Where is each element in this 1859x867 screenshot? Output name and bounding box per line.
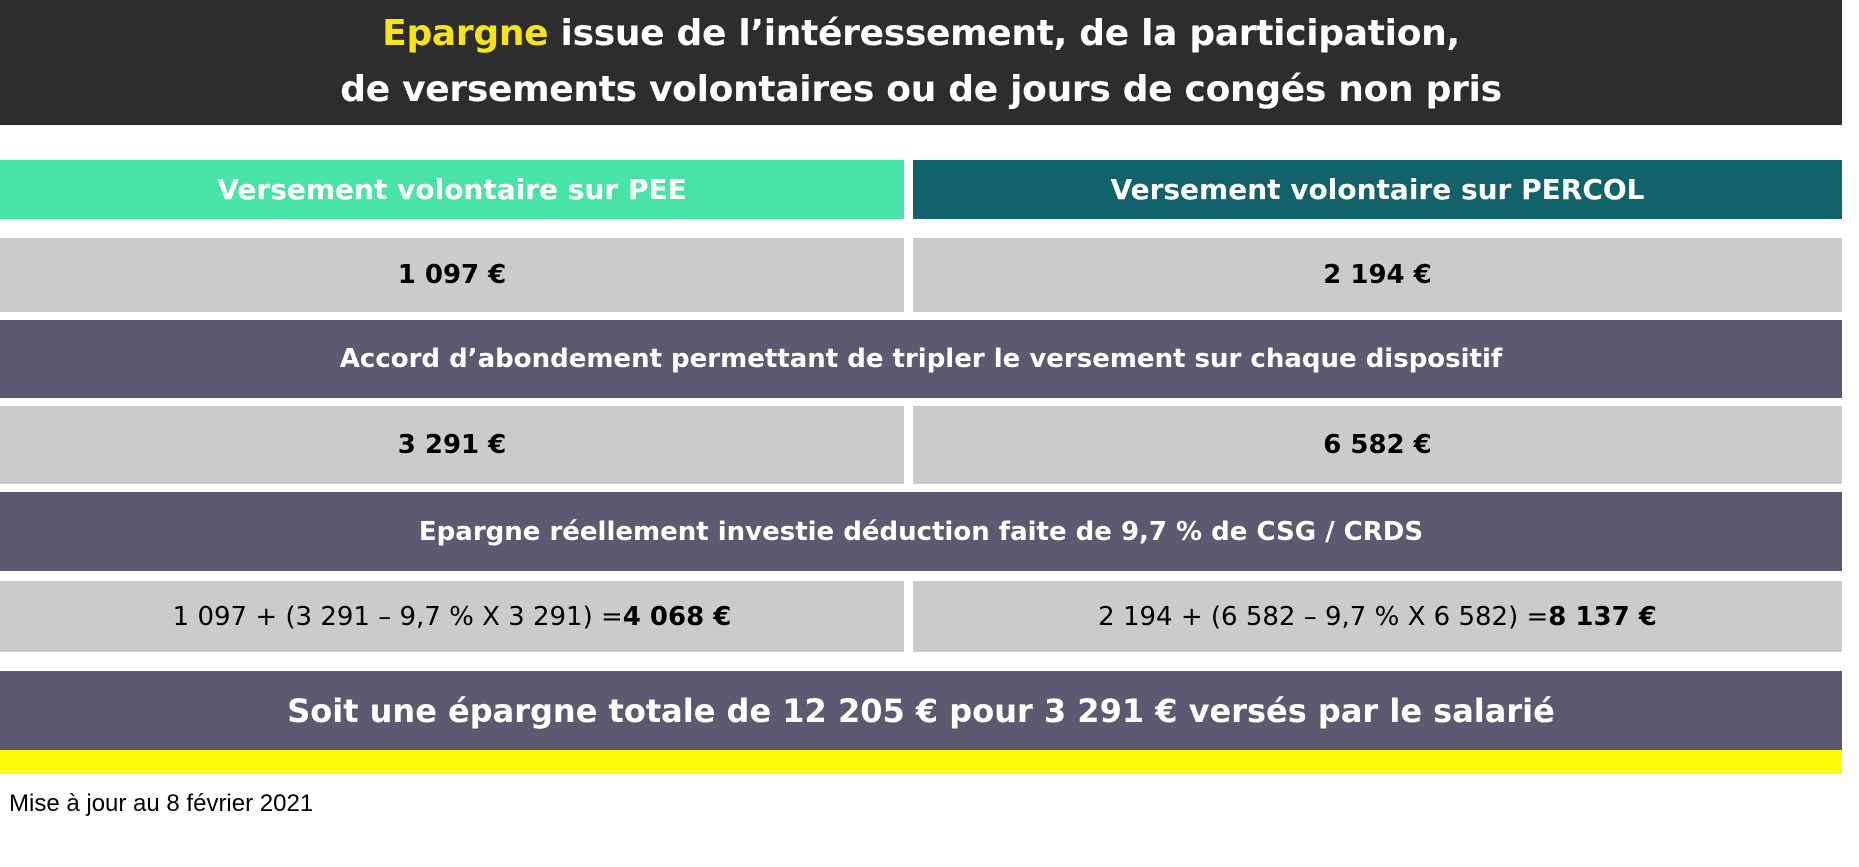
pee-column-header: Versement volontaire sur PEE <box>0 160 904 219</box>
pee-formula-cell: 1 097 + (3 291 – 9,7 % X 3 291) = 4 068 … <box>0 581 904 652</box>
percol-deposit-cell: 2 194 € <box>913 238 1842 312</box>
abondement-band: Accord d’abondement permettant de triple… <box>0 320 1842 398</box>
percol-column-header: Versement volontaire sur PERCOL <box>913 160 1842 219</box>
header-line-1: Epargne issue de l’intéressement, de la … <box>0 6 1842 62</box>
percol-total: 8 137 € <box>1548 601 1657 632</box>
percol-formula: 2 194 + (6 582 – 9,7 % X 6 582) = <box>1098 601 1549 632</box>
summary-band: Soit une épargne totale de 12 205 € pour… <box>0 671 1842 750</box>
update-footnote: Mise à jour au 8 février 2021 <box>9 790 314 817</box>
accent-bar <box>0 750 1842 774</box>
pee-abondement-value: 3 291 € <box>397 430 507 460</box>
pee-abondement-cell: 3 291 € <box>0 406 904 484</box>
header-line-2: de versements volontaires ou de jours de… <box>340 69 1502 110</box>
header-highlight: Epargne <box>382 13 549 54</box>
percol-abondement-cell: 6 582 € <box>913 406 1842 484</box>
header-title: Epargne issue de l’intéressement, de la … <box>0 0 1842 125</box>
pee-total: 4 068 € <box>622 601 732 632</box>
pee-formula: 1 097 + (3 291 – 9,7 % X 3 291) = <box>172 601 623 632</box>
pee-deposit-cell: 1 097 € <box>0 238 904 312</box>
percol-formula-cell: 2 194 + (6 582 – 9,7 % X 6 582) = 8 137 … <box>913 581 1842 652</box>
percol-abondement-value: 6 582 € <box>1323 430 1432 460</box>
pee-deposit-value: 1 097 € <box>397 260 507 290</box>
header-line-1-rest: issue de l’intéressement, de la particip… <box>548 13 1461 54</box>
percol-deposit-value: 2 194 € <box>1323 260 1432 290</box>
net-investment-band: Epargne réellement investie déduction fa… <box>0 492 1842 571</box>
